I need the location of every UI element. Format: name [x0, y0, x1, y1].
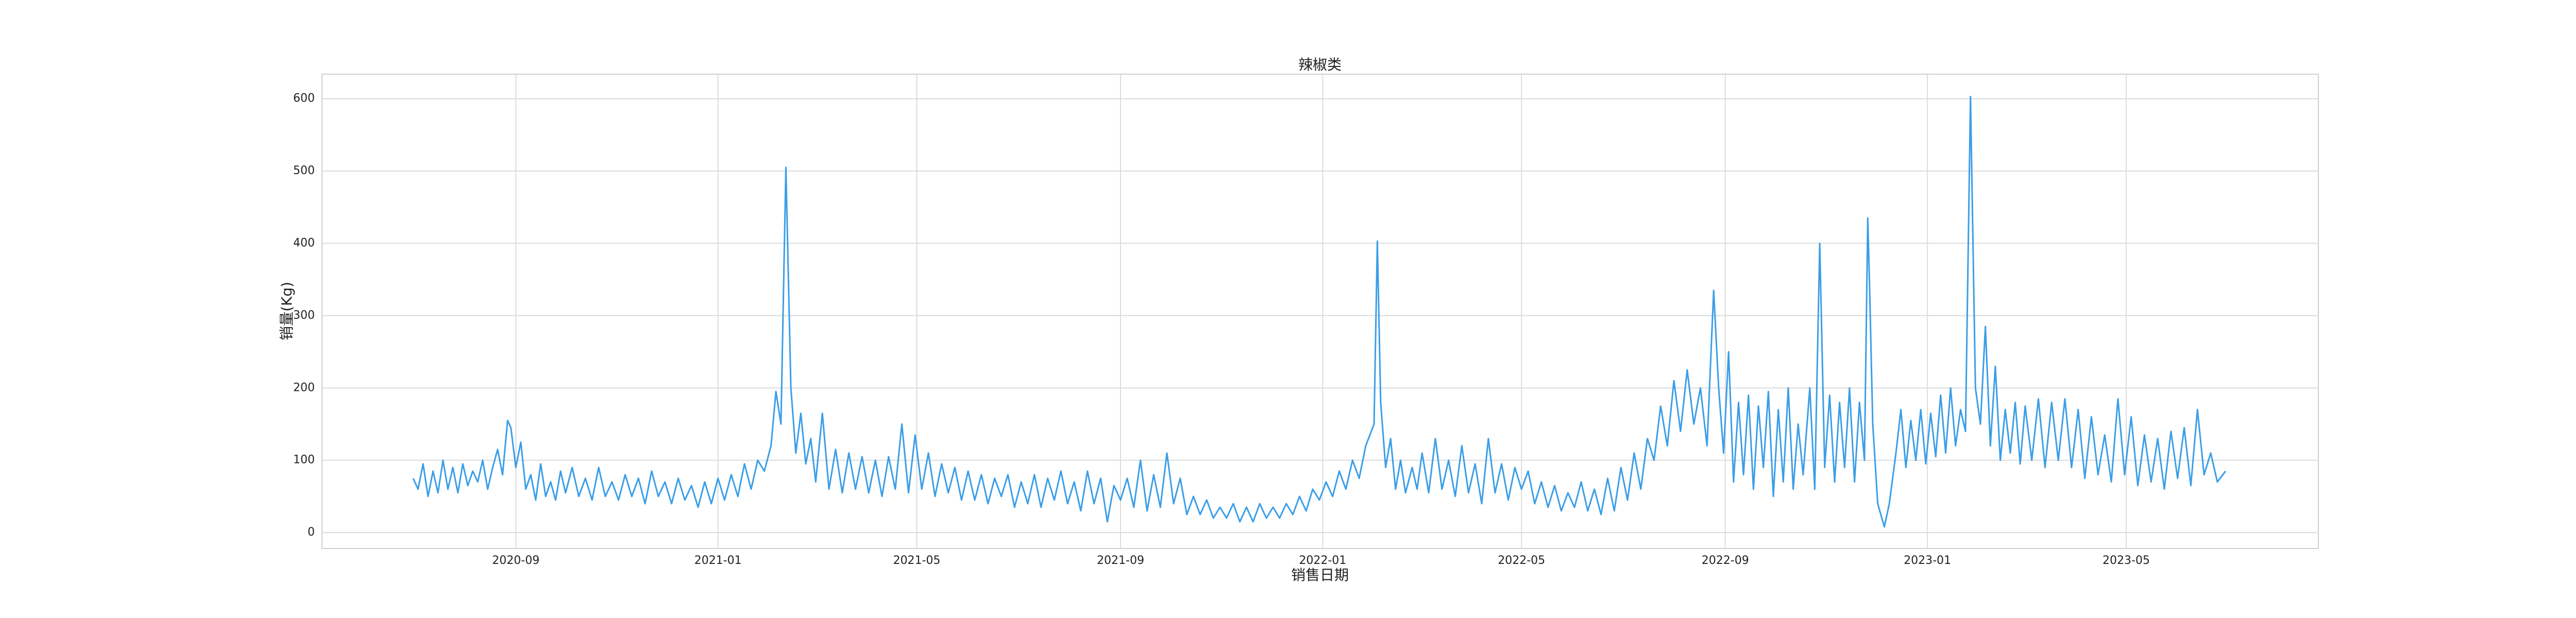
y-tick-label: 300 — [293, 309, 315, 322]
x-tick-label: 2023-05 — [2103, 554, 2150, 567]
y-tick-label: 400 — [293, 237, 315, 250]
plot-frame — [321, 74, 2319, 549]
x-axis-label: 销售日期 — [1291, 566, 1349, 583]
y-tick-label: 100 — [293, 454, 315, 467]
y-tick-label: 500 — [293, 164, 315, 177]
x-tick-label: 2022-01 — [1299, 554, 1346, 567]
y-tick-label: 200 — [293, 381, 315, 394]
x-tick-label: 2021-09 — [1097, 554, 1144, 567]
x-tick-label: 2020-09 — [492, 554, 539, 567]
chart-title: 辣椒类 — [1298, 56, 1342, 73]
x-tick-label: 2021-05 — [893, 554, 940, 567]
x-tick-label: 2022-05 — [1498, 554, 1545, 567]
x-tick-label: 2021-01 — [694, 554, 742, 567]
y-tick-label: 0 — [308, 526, 315, 539]
line — [412, 96, 2227, 528]
x-tick-label: 2023-01 — [1904, 554, 1951, 567]
y-tick-label: 600 — [293, 92, 315, 105]
y-axis-label: 销量(Kg) — [278, 282, 295, 340]
x-tick-label: 2022-09 — [1702, 554, 1749, 567]
